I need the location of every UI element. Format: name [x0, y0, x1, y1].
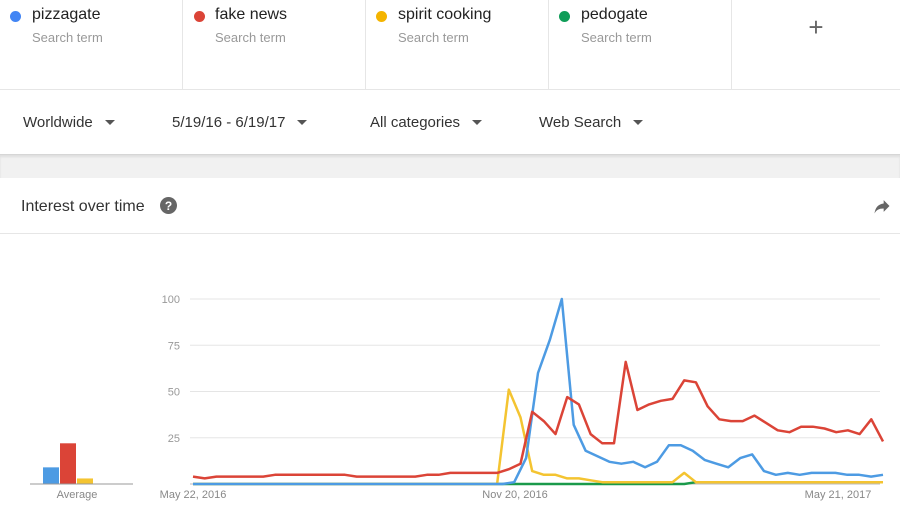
search-type-value: Web Search	[539, 113, 622, 131]
term-color-dot	[376, 11, 387, 22]
search-terms-bar: pizzagate Search term fake news Search t…	[0, 0, 900, 90]
series-lines	[192, 297, 885, 486]
category-value: All categories	[370, 113, 461, 131]
card-title: Interest over time	[21, 198, 145, 215]
section-divider	[0, 154, 900, 178]
date-range-dropdown[interactable]: 5/19/16 - 6/19/17	[172, 90, 308, 154]
average-bar-spirit-cooking	[77, 478, 93, 484]
series-line-fake-news	[192, 360, 885, 480]
category-dropdown[interactable]: All categories	[370, 90, 483, 154]
x-tick-label: May 22, 2016	[160, 489, 227, 501]
term-type-label: Search term	[32, 30, 103, 45]
filter-bar: Worldwide 5/19/16 - 6/19/17 All categori…	[0, 90, 900, 154]
y-tick-label: 50	[168, 387, 180, 399]
caret-down-icon	[104, 119, 115, 125]
term-name: pizzagate	[32, 6, 101, 23]
search-type-dropdown[interactable]: Web Search	[539, 90, 644, 154]
interest-chart: Average 100 75 50 25 May 22, 2016 Nov 20, 20…	[30, 294, 885, 501]
term-color-dot	[10, 11, 21, 22]
term-color-dot	[559, 11, 570, 22]
term-name: spirit cooking	[398, 6, 492, 23]
y-tick-label: 25	[168, 433, 180, 445]
region-value: Worldwide	[23, 113, 93, 131]
average-bars	[43, 443, 93, 484]
term-type-label: Search term	[398, 30, 469, 45]
share-arrow-icon[interactable]	[872, 196, 892, 216]
average-bar-pizzagate	[43, 467, 59, 484]
interest-over-time-card: Interest over time ? Average 100 75 50 25 M…	[0, 178, 900, 516]
term-spirit-cooking[interactable]: spirit cooking Search term	[366, 0, 549, 90]
term-pedogate[interactable]: pedogate Search term	[549, 0, 732, 90]
caret-down-icon	[297, 119, 308, 125]
term-type-label: Search term	[215, 30, 286, 45]
term-type-label: Search term	[581, 30, 652, 45]
y-tick-label: 75	[168, 340, 180, 352]
term-name: pedogate	[581, 6, 648, 23]
series-line-spirit-cooking	[193, 388, 883, 486]
x-tick-label: Nov 20, 2016	[482, 489, 547, 501]
term-pizzagate[interactable]: pizzagate Search term	[0, 0, 183, 90]
x-tick-label: May 21, 2017	[805, 489, 872, 501]
date-range-value: 5/19/16 - 6/19/17	[172, 113, 286, 131]
card-header: Interest over time ?	[0, 178, 900, 234]
caret-down-icon	[633, 119, 644, 125]
average-label: Average	[57, 489, 98, 501]
term-fake-news[interactable]: fake news Search term	[183, 0, 366, 90]
help-circle-icon[interactable]: ?	[160, 197, 177, 214]
term-name: fake news	[215, 6, 288, 23]
x-axis-ticks: May 22, 2016 Nov 20, 2016 May 21, 2017	[160, 489, 872, 501]
term-color-dot	[194, 11, 205, 22]
caret-down-icon	[472, 119, 483, 125]
average-bar-fake-news	[60, 443, 76, 484]
add-term-button[interactable]: +	[808, 12, 824, 42]
series-line-pizzagate	[193, 297, 884, 486]
y-axis-ticks: 100 75 50 25	[162, 294, 180, 445]
region-dropdown[interactable]: Worldwide	[23, 90, 115, 154]
y-tick-label: 100	[162, 294, 180, 306]
